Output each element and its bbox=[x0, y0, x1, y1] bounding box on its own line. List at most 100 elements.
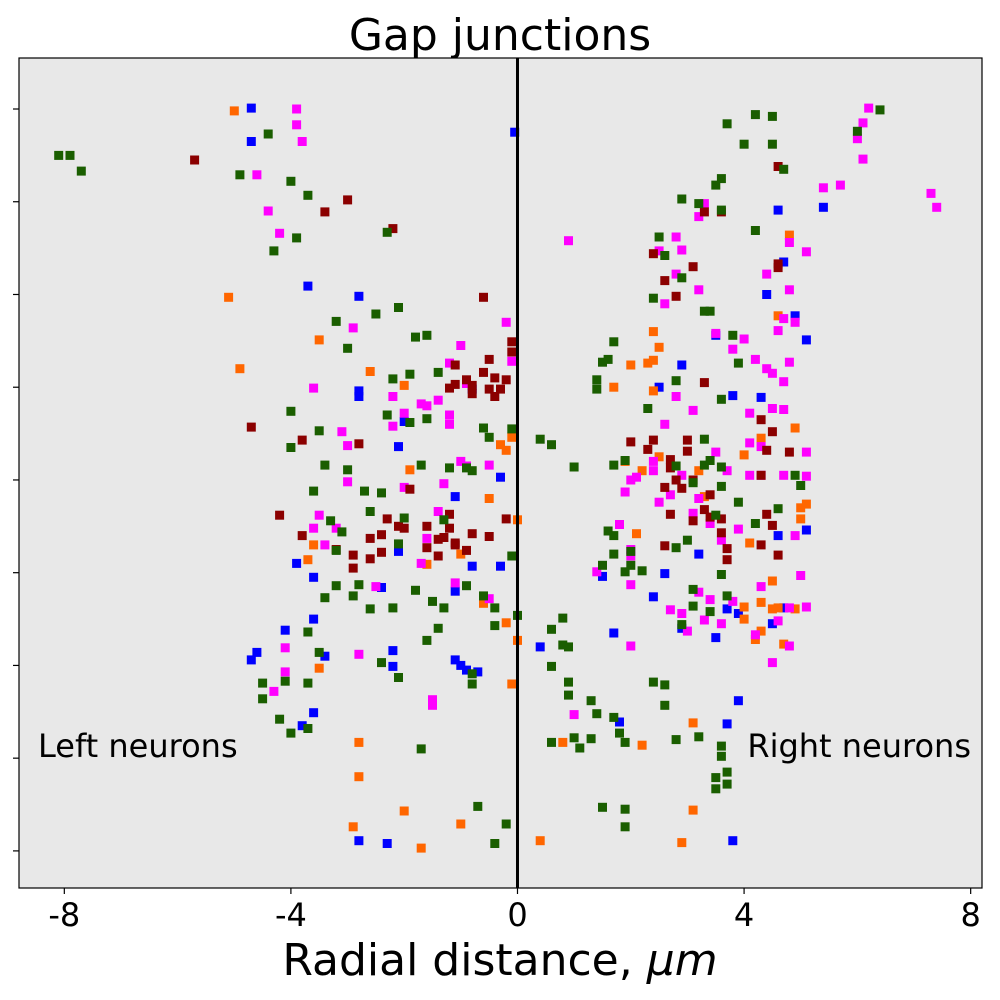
data-point bbox=[756, 582, 766, 592]
data-point bbox=[739, 450, 749, 460]
data-point bbox=[416, 460, 426, 470]
data-point bbox=[354, 772, 364, 782]
data-point bbox=[694, 494, 704, 503]
data-point bbox=[722, 719, 732, 729]
data-point bbox=[665, 605, 675, 615]
data-point bbox=[767, 658, 777, 668]
data-point bbox=[756, 442, 766, 452]
data-point bbox=[728, 391, 738, 401]
data-point bbox=[677, 838, 687, 848]
data-point bbox=[796, 503, 806, 513]
data-point bbox=[467, 679, 477, 689]
data-point bbox=[433, 395, 443, 405]
data-point bbox=[660, 276, 670, 286]
data-point bbox=[626, 580, 636, 590]
data-point bbox=[660, 482, 670, 492]
data-point bbox=[716, 174, 726, 184]
data-point bbox=[490, 392, 500, 401]
data-point bbox=[716, 462, 726, 472]
data-points bbox=[54, 103, 942, 853]
data-point bbox=[716, 394, 726, 404]
data-point bbox=[739, 602, 749, 612]
data-point bbox=[779, 314, 789, 324]
data-point bbox=[767, 576, 777, 586]
data-point bbox=[280, 667, 290, 677]
data-point bbox=[643, 358, 653, 368]
data-point bbox=[280, 643, 290, 653]
data-point bbox=[456, 549, 466, 559]
data-point bbox=[343, 195, 353, 205]
data-point bbox=[694, 466, 704, 476]
data-point bbox=[637, 466, 647, 476]
data-point bbox=[309, 572, 319, 582]
data-point bbox=[399, 523, 409, 533]
data-point bbox=[609, 382, 619, 392]
data-point bbox=[932, 202, 942, 212]
data-point bbox=[711, 180, 721, 190]
data-point bbox=[773, 326, 783, 336]
data-point bbox=[660, 299, 670, 309]
data-point bbox=[632, 472, 641, 482]
data-point bbox=[439, 479, 449, 489]
data-point bbox=[547, 440, 556, 450]
data-point bbox=[598, 571, 607, 581]
data-point bbox=[484, 532, 494, 541]
data-point bbox=[309, 523, 319, 533]
data-point bbox=[705, 456, 715, 465]
data-point bbox=[767, 139, 777, 149]
data-point bbox=[394, 303, 403, 312]
data-point bbox=[705, 607, 715, 617]
data-point bbox=[779, 164, 789, 174]
data-point bbox=[507, 424, 517, 434]
data-point bbox=[767, 604, 777, 614]
data-point bbox=[473, 801, 483, 811]
data-point bbox=[779, 405, 789, 414]
data-point bbox=[360, 486, 369, 496]
data-point bbox=[620, 487, 630, 497]
data-point bbox=[297, 435, 307, 445]
data-point bbox=[490, 621, 500, 631]
data-point bbox=[722, 767, 732, 777]
data-point bbox=[699, 505, 709, 515]
chart-title: Gap junctions bbox=[349, 10, 651, 61]
data-point bbox=[484, 384, 494, 394]
data-point bbox=[801, 499, 811, 509]
x-tick-label: 4 bbox=[734, 896, 754, 934]
data-point bbox=[467, 466, 477, 476]
data-point bbox=[399, 380, 409, 390]
data-point bbox=[728, 344, 738, 354]
data-point bbox=[694, 549, 704, 559]
data-point bbox=[637, 740, 647, 750]
data-point bbox=[609, 531, 619, 541]
data-point bbox=[535, 642, 545, 652]
data-point bbox=[699, 492, 709, 502]
data-point bbox=[456, 456, 466, 466]
data-point bbox=[399, 806, 409, 816]
data-point bbox=[711, 447, 721, 457]
data-point bbox=[671, 735, 681, 745]
data-point bbox=[654, 342, 664, 352]
data-point bbox=[65, 150, 75, 160]
data-point bbox=[496, 561, 505, 571]
data-point bbox=[569, 733, 579, 743]
data-point bbox=[496, 384, 505, 394]
data-point bbox=[450, 492, 460, 502]
data-point bbox=[739, 614, 749, 624]
data-point bbox=[224, 292, 234, 302]
x-tick-label: -4 bbox=[275, 896, 307, 934]
data-point bbox=[790, 311, 800, 321]
data-point bbox=[394, 521, 403, 531]
data-point bbox=[716, 528, 726, 538]
data-point bbox=[229, 106, 239, 116]
data-point bbox=[507, 551, 517, 561]
data-point bbox=[297, 531, 307, 541]
data-point bbox=[609, 337, 619, 347]
x-axis-label-text: Radial distance, bbox=[282, 935, 646, 986]
data-point bbox=[705, 490, 715, 500]
data-point bbox=[445, 410, 454, 420]
data-point bbox=[365, 554, 375, 564]
data-point bbox=[246, 655, 256, 665]
data-point bbox=[750, 635, 760, 644]
data-point bbox=[773, 162, 783, 171]
data-point bbox=[762, 509, 772, 519]
